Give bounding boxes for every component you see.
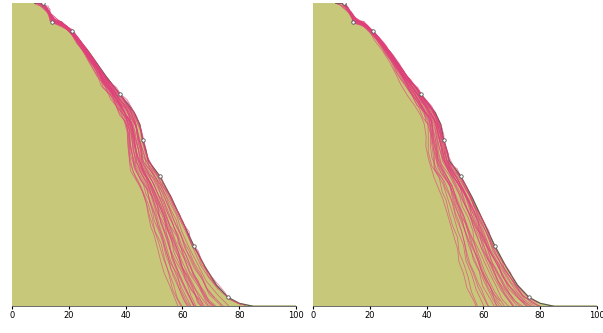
Polygon shape — [313, 3, 597, 306]
Polygon shape — [12, 3, 296, 306]
